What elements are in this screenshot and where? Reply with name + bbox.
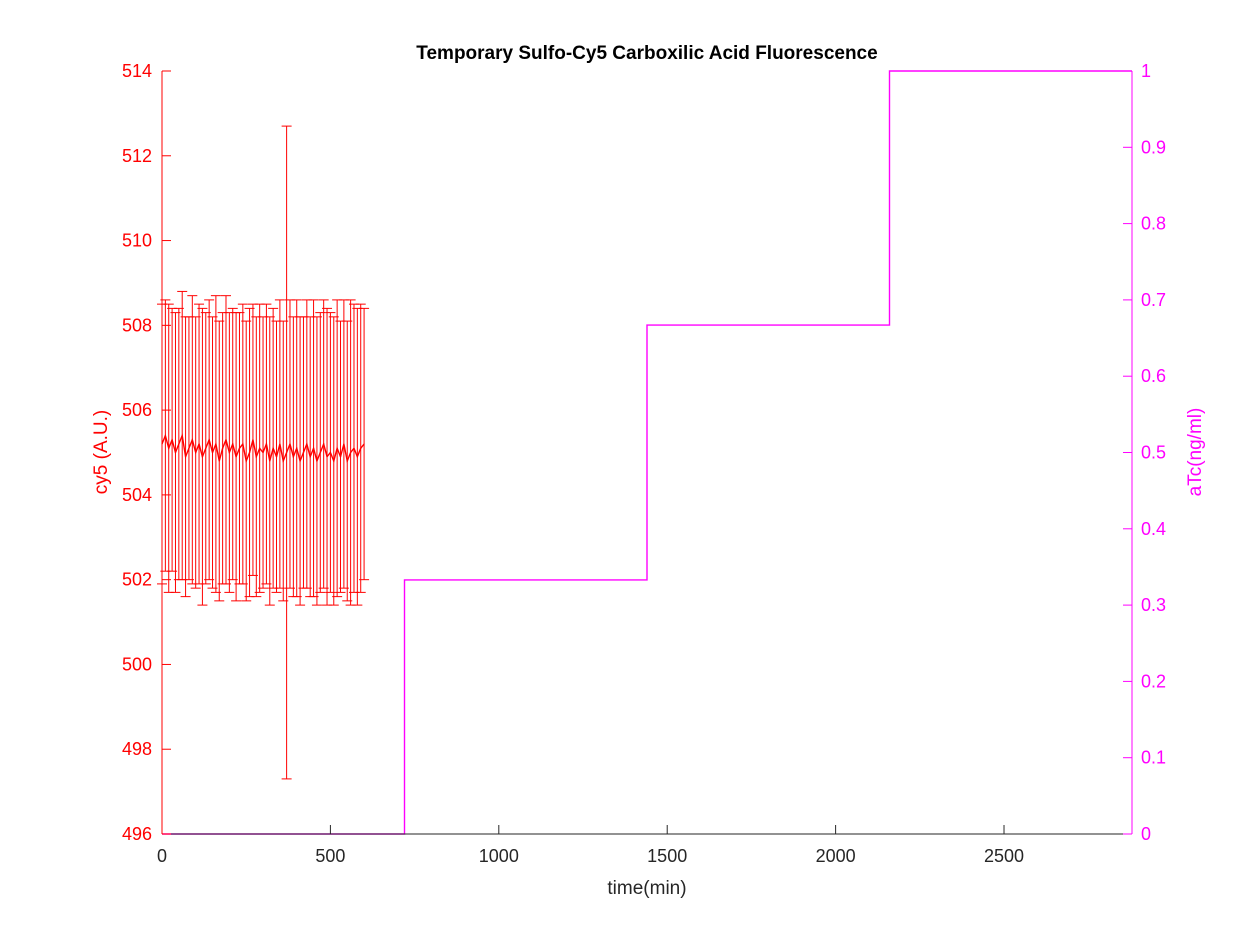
right-y-tick-label: 0.7 (1141, 290, 1166, 310)
axes-layer: 0 500 1000 1500 2000 2500 496 498 500 502 504 506 50… (122, 61, 1166, 866)
right-y-tick-label: 0.2 (1141, 671, 1166, 691)
data-point (312, 447, 315, 449)
data-point (195, 451, 197, 454)
x-tick-label: 0 (157, 846, 167, 866)
data-point (333, 460, 335, 462)
x-tick-label: 1000 (479, 846, 519, 866)
right-y-axis-label: aTc(ng/ml) (1185, 408, 1206, 497)
right-y-tick-label: 0 (1141, 824, 1151, 844)
data-point (255, 456, 257, 458)
left-y-tick-label: 500 (122, 654, 152, 674)
x-tick-label: 500 (315, 846, 345, 866)
left-y-tick-label: 506 (122, 400, 152, 420)
data-point (164, 434, 166, 437)
atc-stairs-line (162, 70, 1132, 835)
right-y-tick-label: 1 (1141, 61, 1151, 81)
data-point (228, 451, 230, 454)
data-point (306, 443, 308, 445)
data-point (238, 447, 241, 449)
data-point (360, 447, 362, 449)
data-point (188, 447, 190, 449)
data-point (269, 460, 271, 462)
data-point (319, 451, 321, 454)
data-point (286, 451, 288, 454)
x-tick-label: 1500 (647, 846, 687, 866)
left-y-tick-label: 502 (122, 570, 152, 590)
data-point (259, 447, 261, 449)
x-tick-label: 2000 (816, 846, 856, 866)
data-point (262, 451, 264, 454)
right-y-tick-label: 0.9 (1141, 137, 1166, 157)
data-point (316, 460, 318, 462)
right-y-tick-label: 0.8 (1141, 214, 1166, 234)
data-point (215, 443, 217, 445)
data-point (323, 443, 325, 445)
data-point (222, 447, 224, 449)
data-point (245, 460, 247, 462)
series-layer (157, 70, 1132, 835)
left-y-tick-label: 514 (122, 61, 152, 81)
data-point (356, 456, 358, 458)
data-point (282, 460, 284, 462)
data-point (272, 447, 274, 449)
left-y-tick-label: 512 (122, 146, 152, 166)
right-y-tick-label: 0.3 (1141, 595, 1166, 615)
data-point (350, 451, 352, 454)
data-point (198, 443, 200, 445)
x-axis-label: time(min) (607, 878, 686, 899)
data-point (208, 439, 210, 441)
right-y-tick-label: 0.6 (1141, 366, 1166, 386)
data-point (353, 447, 355, 449)
data-point (326, 456, 328, 458)
data-point (248, 451, 251, 454)
data-point (299, 460, 301, 462)
left-y-tick-label: 504 (122, 485, 152, 505)
data-point (343, 443, 345, 445)
data-point (336, 447, 338, 449)
data-point (265, 443, 268, 445)
data-point (201, 456, 204, 458)
data-point (252, 439, 254, 441)
left-y-tick-label: 496 (122, 824, 152, 844)
data-point (171, 439, 173, 441)
data-point (181, 434, 183, 437)
data-point (242, 443, 244, 445)
data-point (363, 443, 365, 445)
left-y-axis-label: cy5 (A.U.) (91, 410, 112, 494)
data-point (232, 443, 234, 445)
data-point (339, 456, 342, 458)
data-point (225, 439, 227, 441)
data-point (205, 447, 207, 449)
data-point (292, 456, 294, 458)
data-point (275, 456, 278, 458)
chart-title: Temporary Sulfo-Cy5 Carboxilic Acid Fluo… (416, 43, 877, 64)
data-point (184, 456, 187, 458)
data-point (289, 443, 291, 445)
data-point (211, 451, 214, 454)
data-point (302, 451, 305, 454)
right-y-tick-label: 0.1 (1141, 748, 1166, 768)
cy5-series (157, 125, 370, 780)
data-point (218, 460, 220, 462)
data-point (191, 439, 193, 441)
left-y-tick-label: 508 (122, 315, 152, 335)
x-tick-label: 2500 (984, 846, 1024, 866)
right-y-tick-label: 0.4 (1141, 519, 1166, 539)
left-y-tick-label: 498 (122, 739, 152, 759)
left-y-tick-label: 510 (122, 231, 152, 251)
data-point (235, 456, 237, 458)
data-point (346, 460, 348, 462)
data-point (296, 447, 298, 449)
data-point (279, 443, 281, 445)
data-point (309, 456, 311, 458)
data-point (178, 443, 180, 445)
data-point (174, 451, 177, 454)
right-y-tick-label: 0.5 (1141, 443, 1166, 463)
data-point (329, 451, 332, 454)
data-point (168, 447, 170, 449)
